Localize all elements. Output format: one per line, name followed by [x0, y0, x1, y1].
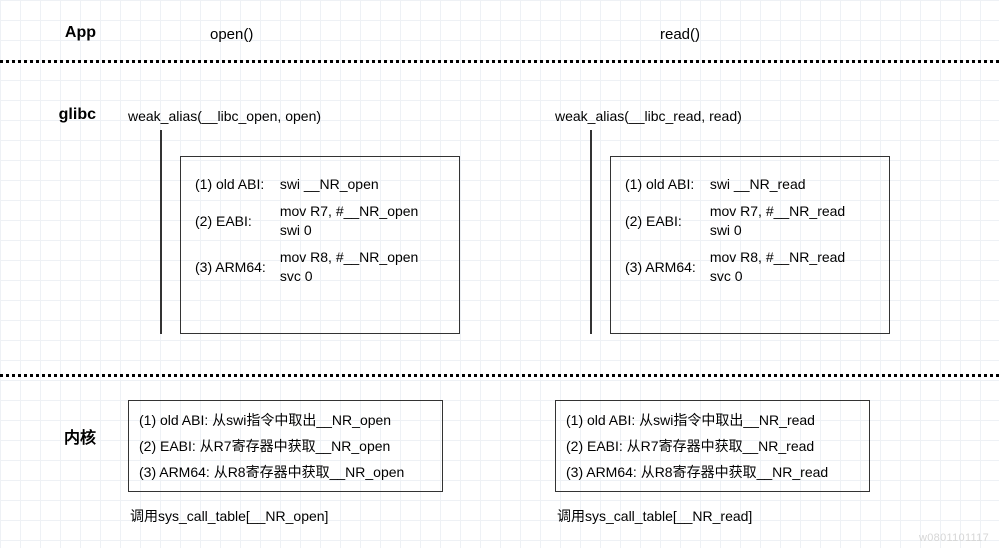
conn-read	[590, 130, 592, 334]
abi-key: (2) EABI:	[625, 202, 710, 240]
abi-key: (2) EABI:	[195, 202, 280, 240]
abi-key: (1) old ABI:	[625, 175, 710, 194]
row-label-app: App	[0, 24, 96, 42]
abi-box-read: (1) old ABI: swi __NR_read (2) EABI: mov…	[610, 156, 890, 334]
abi-val: mov R8, #__NR_opensvc 0	[280, 248, 419, 286]
glibc-alias-read: weak_alias(__libc_read, read)	[555, 108, 742, 124]
row-label-kernel: 内核	[0, 424, 96, 448]
glibc-alias-open: weak_alias(__libc_open, open)	[128, 108, 321, 124]
abi-val: swi __NR_read	[710, 175, 845, 194]
divider-h-2	[0, 374, 999, 377]
kernel-step: (3) ARM64: 从R8寄存器中获取__NR_open	[139, 459, 432, 485]
abi-box-open: (1) old ABI: swi __NR_open (2) EABI: mov…	[180, 156, 460, 334]
kernel-step: (2) EABI: 从R7寄存器中获取__NR_open	[139, 433, 432, 459]
kernel-box-open: (1) old ABI: 从swi指令中取出__NR_open (2) EABI…	[128, 400, 443, 492]
kernel-step: (1) old ABI: 从swi指令中取出__NR_open	[139, 407, 432, 433]
abi-val: swi __NR_open	[280, 175, 419, 194]
kernel-step: (3) ARM64: 从R8寄存器中获取__NR_read	[566, 459, 859, 485]
abi-key: (3) ARM64:	[195, 248, 280, 286]
abi-val: mov R7, #__NR_readswi 0	[710, 202, 845, 240]
watermark: w0801101117	[919, 532, 989, 544]
abi-key: (3) ARM64:	[625, 248, 710, 286]
conn-open	[160, 130, 162, 334]
kernel-box-read: (1) old ABI: 从swi指令中取出__NR_read (2) EABI…	[555, 400, 870, 492]
abi-val: mov R8, #__NR_readsvc 0	[710, 248, 845, 286]
kernel-step: (1) old ABI: 从swi指令中取出__NR_read	[566, 407, 859, 433]
syscall-open: 调用sys_call_table[__NR_open]	[130, 506, 328, 526]
abi-key: (1) old ABI:	[195, 175, 280, 194]
app-func-read: read()	[660, 26, 700, 43]
divider-h-1	[0, 60, 999, 63]
row-label-glibc: glibc	[0, 106, 96, 124]
abi-val: mov R7, #__NR_openswi 0	[280, 202, 419, 240]
app-func-open: open()	[210, 26, 253, 43]
kernel-step: (2) EABI: 从R7寄存器中获取__NR_read	[566, 433, 859, 459]
syscall-read: 调用sys_call_table[__NR_read]	[557, 506, 752, 526]
